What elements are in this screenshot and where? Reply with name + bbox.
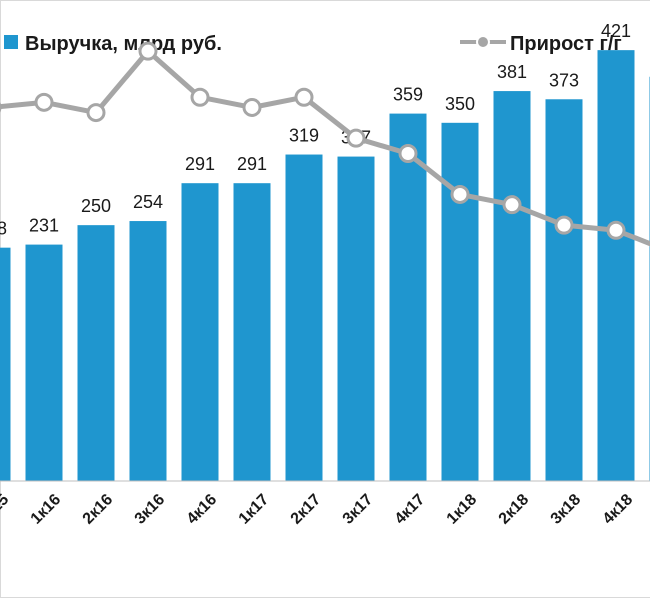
growth-point-1к16 [34,92,54,112]
bar-value-label-2к18: 381 [497,62,527,82]
bar-value-label-3к16: 254 [133,192,163,212]
growth-line-series [0,41,650,247]
bar-value-label-4к16: 291 [185,154,215,174]
bar-3к17 [337,156,375,481]
bar-value-label-4к17: 359 [393,85,423,105]
legend-line-label: Прирост г/г [510,33,622,55]
bar-2к18 [493,91,531,481]
growth-point-1к18 [450,184,470,204]
bar-value-label-3к18: 373 [549,70,579,90]
legend-bar-swatch [4,35,18,49]
bar-4к18 [597,50,635,481]
bar-value-label-4к15: 228 [0,219,7,239]
bar-4к17 [389,113,427,481]
bar-1к16 [25,244,63,481]
bar-4к16 [181,183,219,481]
bar-value-label-1к17: 291 [237,154,267,174]
legend: Выручка, млрд руб. Прирост г/г [4,33,622,55]
bar-2к16 [77,225,115,481]
growth-point-2к18 [502,195,522,215]
bar-value-label-1к18: 350 [445,94,475,114]
legend-line-marker [476,35,490,49]
growth-point-3к17 [346,128,366,148]
growth-point-4к18 [606,220,626,240]
bar-value-label-2к16: 250 [81,196,111,216]
legend-bar-label: Выручка, млрд руб. [25,33,222,55]
bar-value-label-1к16: 231 [29,216,59,236]
growth-point-4к16 [190,87,210,107]
bar-1к17 [233,183,271,481]
growth-point-3к16 [138,41,158,61]
bar-series [0,50,650,482]
bar-4к15 [0,247,11,481]
bar-3к16 [129,221,167,482]
bar-1к18 [441,122,479,482]
growth-point-3к18 [554,215,574,235]
bar-2к17 [285,154,323,481]
growth-point-2к16 [86,103,106,123]
bar-value-label-4к18: 421 [601,21,631,41]
growth-point-2к17 [294,87,314,107]
growth-point-4к17 [398,144,418,164]
bar-3к18 [545,99,583,482]
bar-value-label-2к17: 319 [289,126,319,146]
growth-point-1к17 [242,97,262,117]
